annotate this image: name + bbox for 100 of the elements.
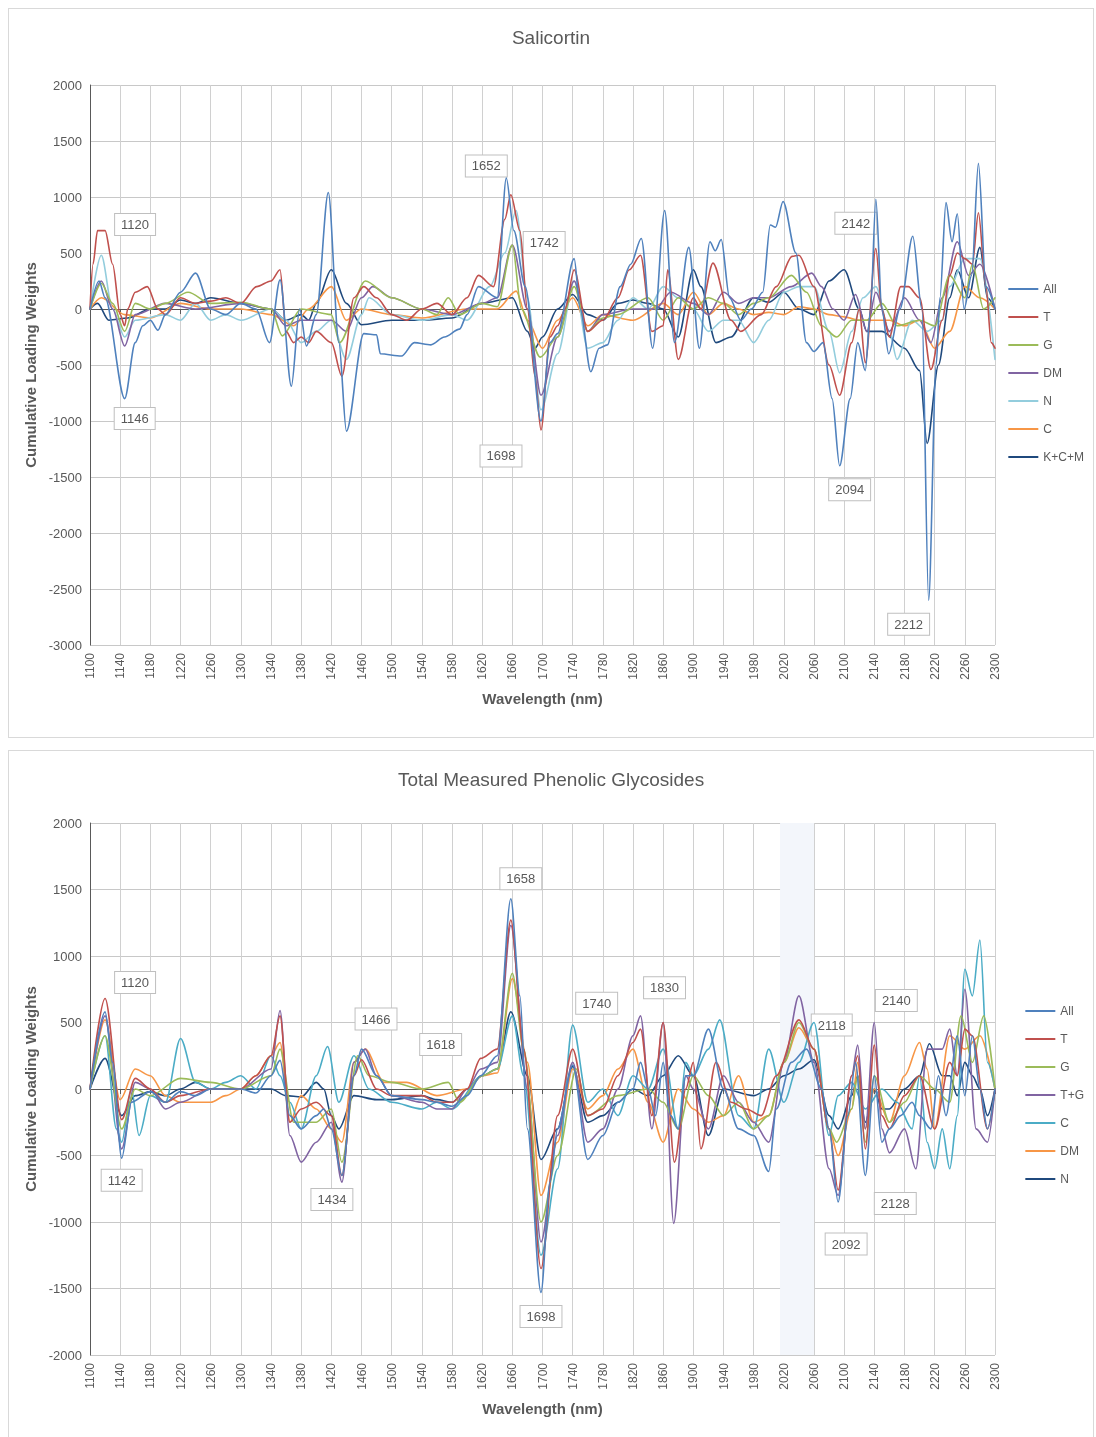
x-tick-label: 1780 [595,1362,610,1390]
y-tick-label: -1000 [48,413,82,429]
x-tick-label: 1620 [475,1362,490,1390]
legend-label: DM [1060,1144,1079,1158]
x-tick-label: 2300 [988,1362,1002,1390]
annotation: 2094 [835,482,865,498]
x-tick-label: 1700 [535,652,550,680]
x-tick-label: 1180 [143,652,158,679]
legend-label: All [1043,282,1057,296]
x-tick-label: 1740 [565,1362,580,1390]
y-tick-label: -3000 [48,637,82,653]
y-tick-label: -1500 [48,469,82,485]
y-tick-label: 500 [60,1015,82,1030]
x-tick-label: 1700 [535,1362,550,1390]
x-tick-label: 1620 [475,652,490,680]
x-tick-label: 2020 [776,1362,791,1390]
x-tick-label: 1460 [354,1362,369,1390]
x-axis-title: Wavelength (nm) [482,690,603,707]
x-tick-label: 1980 [746,652,761,680]
x-tick-label: 1300 [233,1362,248,1390]
legend-label: G [1060,1060,1070,1074]
x-tick-label: 1900 [686,1362,701,1390]
x-tick-label: 2140 [867,1362,882,1390]
line-series [89,209,996,411]
annotation: 1146 [120,411,149,427]
x-tick-label: 1220 [173,652,188,680]
x-tick-label: 2140 [867,652,882,680]
legend-label: DM [1043,366,1062,380]
x-tick-label: 1860 [656,652,671,680]
legend-label: G [1043,338,1053,352]
x-tick-label: 1340 [264,652,278,680]
x-tick-label: 1260 [203,1362,218,1390]
annotation: 1658 [506,871,536,887]
legend-label: T [1060,1032,1069,1046]
x-tick-label: 1580 [445,1362,459,1390]
x-tick-label: 2220 [927,1362,942,1390]
x-tick-label: 1500 [384,1362,399,1390]
legend-label: T [1043,310,1052,324]
annotation: 2142 [841,215,871,231]
y-tick-label: -1500 [48,1281,82,1296]
x-tick-label: 1140 [113,652,128,679]
y-tick-label: 2000 [53,77,82,93]
x-tick-label: 2060 [807,652,821,680]
x-tick-label: 1740 [565,652,580,680]
annotation: 1740 [582,995,612,1011]
x-tick-label: 1820 [626,1362,640,1390]
x-tick-label: 1380 [294,1362,309,1390]
x-tick-label: 2100 [837,1362,852,1390]
annotation: 1652 [471,158,501,174]
x-tick-label: 1660 [505,1362,520,1390]
x-tick-label: 2260 [957,1362,972,1390]
chart-title: Total Measured Phenolic Glycosides [397,769,705,790]
legend-label: N [1043,394,1052,408]
y-tick-label: 0 [74,1081,82,1097]
x-tick-label: 1900 [686,652,701,680]
y-tick-label: 1500 [53,133,82,149]
line-series [89,193,996,431]
line-series [89,246,996,445]
x-tick-label: 2180 [897,652,912,680]
legend-label: All [1060,1004,1074,1018]
annotation: 1120 [121,217,150,233]
y-axis-title: Cumulative Loading Weights [21,986,39,1192]
x-tick-label: 1260 [203,652,218,680]
y-tick-label: 0 [74,301,82,317]
legend-label: K+C+M [1043,450,1085,464]
y-tick-label: 2000 [53,815,82,831]
annotation: 1120 [121,975,150,991]
legend-label: T+G [1060,1088,1084,1102]
annotation: 1434 [317,1191,347,1207]
y-tick-label: -1000 [48,1214,82,1230]
x-tick-label: 1500 [384,652,399,680]
y-tick-label: -2000 [48,525,82,541]
x-tick-label: 1420 [324,1362,339,1390]
annotation: 1742 [529,235,559,251]
x-tick-label: 1540 [414,652,429,680]
annotation: 2128 [880,1195,910,1211]
x-tick-label: 2260 [957,652,972,680]
line-series [89,285,996,349]
legend-label: C [1060,1116,1070,1130]
annotation: 2092 [831,1236,861,1252]
x-tick-label: 1380 [294,652,309,680]
x-tick-label: 1940 [716,652,731,680]
y-tick-label: 500 [60,245,82,261]
x-tick-label: 1100 [83,1362,97,1389]
x-tick-label: 1820 [626,652,640,680]
x-tick-label: 1340 [264,1362,278,1390]
x-tick-label: 2060 [807,1362,821,1390]
x-tick-label: 1660 [505,652,520,680]
legend-label: C [1043,422,1053,436]
annotation: 2212 [894,616,924,632]
x-tick-label: 1780 [595,652,610,680]
annotation: 2140 [881,993,911,1008]
x-tick-label: 1860 [656,1362,671,1390]
y-axis-title: Cumulative Loading Weights [21,262,39,468]
x-tick-label: 2100 [837,652,852,680]
line-series [89,162,996,601]
annotation: 1142 [107,1172,136,1188]
x-tick-label: 1540 [414,1362,429,1390]
y-tick-label: -500 [55,1148,82,1163]
annotation: 2118 [817,1017,846,1033]
